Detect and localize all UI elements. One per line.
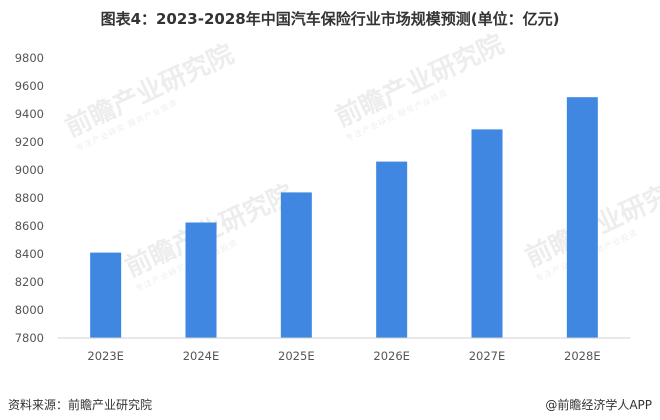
x-tick-label: 2028E	[564, 349, 601, 363]
bar-2026E	[376, 161, 408, 338]
y-axis: 7800 8000 8200 8400 8600 8800 9000 9200 9400 9600…	[15, 51, 44, 345]
bar-2028E	[566, 97, 598, 338]
x-tick-label: 2023E	[87, 349, 124, 363]
y-tick-label: 9400	[15, 107, 44, 121]
x-tick-label: 2027E	[469, 349, 506, 363]
x-axis: 2023E 2024E 2025E 2026E 2027E 2028E	[87, 349, 600, 363]
bar-2027E	[471, 129, 503, 338]
x-tick-label: 2024E	[183, 349, 220, 363]
x-tick-label: 2025E	[278, 349, 315, 363]
y-tick-label: 8400	[15, 247, 44, 261]
y-tick-label: 7800	[15, 331, 44, 345]
bar-2025E	[280, 192, 312, 338]
y-tick-label: 8800	[15, 191, 44, 205]
y-tick-label: 9800	[15, 51, 44, 65]
y-tick-label: 8600	[15, 219, 44, 233]
bars	[90, 97, 598, 338]
y-tick-label: 9600	[15, 79, 44, 93]
y-tick-label: 8200	[15, 275, 44, 289]
x-tick-label: 2026E	[373, 349, 410, 363]
y-tick-label: 9000	[15, 163, 44, 177]
bar-2023E	[90, 252, 122, 338]
y-tick-label: 9200	[15, 135, 44, 149]
brand-label: @前瞻经济学人APP	[545, 398, 652, 412]
source-note: 资料来源：前瞻产业研究院	[8, 398, 153, 412]
chart-title: 图表4：2023-2028年中国汽车保险行业市场规模预测(单位：亿元)	[100, 10, 560, 28]
bar-2024E	[185, 222, 217, 338]
y-tick-label: 8000	[15, 303, 44, 317]
